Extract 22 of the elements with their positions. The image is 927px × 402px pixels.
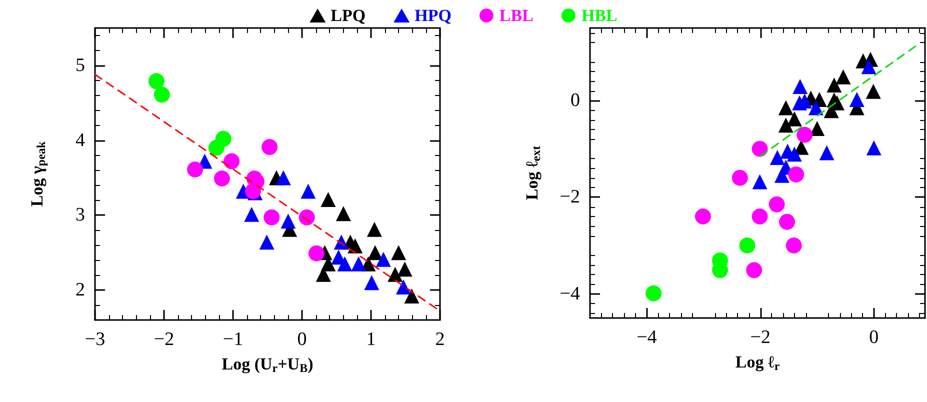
- y-tick-label: 0: [570, 90, 580, 111]
- legend-label: LBL: [499, 6, 534, 25]
- y-tick-label: 5: [76, 54, 85, 76]
- legend-label: HBL: [581, 6, 618, 25]
- y-tick-label: 4: [76, 130, 86, 151]
- x-tick-label: −3: [84, 329, 106, 350]
- y-axis-title: Log ℓext: [522, 146, 543, 200]
- y-tick-label: 3: [76, 204, 85, 226]
- x-tick-label: −2: [154, 329, 174, 350]
- x-tick-label: −2: [750, 327, 770, 348]
- y-axis-title: Log γpeak: [28, 141, 48, 207]
- x-tick-label: 2: [435, 329, 445, 350]
- x-tick-label: −1: [222, 329, 244, 350]
- y-tick-label: −2: [560, 186, 580, 208]
- legend-label: HPQ: [414, 6, 452, 25]
- x-tick-label: 1: [366, 329, 376, 350]
- y-tick-label: 2: [76, 280, 85, 301]
- x-tick-label: 0: [297, 329, 307, 350]
- y-tick-label: −4: [560, 283, 580, 304]
- x-tick-label: 0: [869, 327, 879, 348]
- legend-label: LPQ: [330, 6, 366, 25]
- x-tick-label: −4: [636, 327, 658, 348]
